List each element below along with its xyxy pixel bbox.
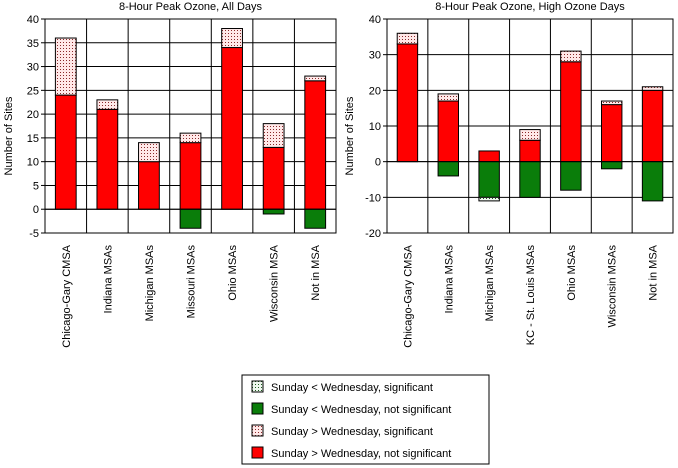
bar-segment [641,86,664,91]
x-category-label: Missouri MSAs [186,245,198,319]
bar-segment [221,28,243,49]
bar-segment [304,75,327,82]
bar-segment [641,89,664,163]
bar-segment [262,208,285,215]
legend-swatch-red-dotted [251,424,264,437]
bar-segment [601,104,623,163]
legend-swatch-green-dotted [251,380,264,393]
bar-segment [437,93,460,102]
bar-segment [262,123,285,148]
legend-label: Sunday > Wednesday, significant [271,426,433,438]
bar-segment [179,132,202,144]
bar-segment [519,139,541,163]
y-tick-label: -5 [29,228,39,240]
bar-segment [478,150,500,163]
bar-segment [138,161,160,210]
x-category-label: KC - St. Louis MSAs [525,245,537,346]
y-tick-label: 5 [33,180,39,192]
chart-title: 8-Hour Peak Ozone, All Days [119,1,263,13]
bar-segment [641,161,664,202]
bar-segment [437,161,460,177]
x-category-label: Chicago-Gary CMSA [402,244,414,347]
bar-segment [304,80,327,210]
bar-segment [437,100,460,163]
legend-swatch-green-solid [251,402,264,415]
x-category-label: Not in MSA [648,244,660,300]
y-tick-label: 0 [375,157,381,169]
x-category-label: Indiana MSAs [443,245,455,314]
x-category-label: Wisconsin MSAs [607,245,619,328]
y-tick-label: -20 [365,228,381,240]
y-tick-label: 20 [27,109,39,121]
y-tick-label: 15 [27,133,39,145]
bar-segment [560,50,582,63]
bar-segment [601,100,623,106]
y-axis-label: Number of Sites [3,96,15,175]
y-tick-label: 35 [27,38,39,50]
bar-segment [478,161,500,198]
y-tick-label: -10 [365,192,381,204]
chart-all-days: 8-Hour Peak Ozone, All Days Number of Si… [3,1,337,348]
x-category-label: Ohio MSAs [227,245,239,301]
bar-segment [138,142,160,163]
bar-segment [519,129,541,141]
y-tick-label: 10 [27,157,39,169]
bar-segment [601,161,623,170]
legend-label: Sunday < Wednesday, not significant [271,404,451,416]
x-category-label: Indiana MSAs [102,245,114,314]
bar-segment [54,94,77,210]
legend-swatch-red-solid [251,446,264,459]
chart-high-ozone-days: 8-Hour Peak Ozone, High Ozone Days Numbe… [344,1,674,348]
bar-segment [560,161,582,191]
bar-segment [396,43,419,163]
bar-segment [396,32,419,45]
bar-segment [221,47,243,210]
y-axis-label: Number of Sites [344,96,356,175]
bar-segment [96,108,119,210]
legend-label: Sunday > Wednesday, not significant [271,448,451,460]
bar-segment [262,146,285,210]
x-category-label: Ohio MSAs [566,245,578,301]
y-tick-label: 0 [33,204,39,216]
bar-segment [179,142,202,210]
bar-segment [96,99,119,110]
y-tick-label: 30 [27,62,39,74]
y-tick-label: 40 [27,14,39,26]
bar-segment [560,61,582,163]
y-tick-label: 30 [369,50,381,62]
y-tick-label: 20 [369,85,381,97]
bar-segment [304,208,327,229]
x-category-label: Wisconsin MSA [269,244,281,322]
bar-segment [478,196,500,202]
bar-segment [54,37,77,96]
chart-title: 8-Hour Peak Ozone, High Ozone Days [435,1,625,13]
x-category-label: Michigan MSAs [144,245,156,322]
y-tick-label: 40 [369,14,381,26]
y-tick-label: 25 [27,85,39,97]
bar-segment [179,208,202,229]
y-tick-label: 10 [369,121,381,133]
x-category-label: Not in MSA [310,244,322,300]
legend-box [241,374,490,465]
legend-label: Sunday < Wednesday, significant [271,382,433,394]
bar-segment [519,161,541,198]
x-category-label: Chicago-Gary CMSA [61,244,73,347]
legend: Sunday < Wednesday, significant Sunday <… [241,374,490,465]
x-category-label: Michigan MSAs [484,245,496,322]
